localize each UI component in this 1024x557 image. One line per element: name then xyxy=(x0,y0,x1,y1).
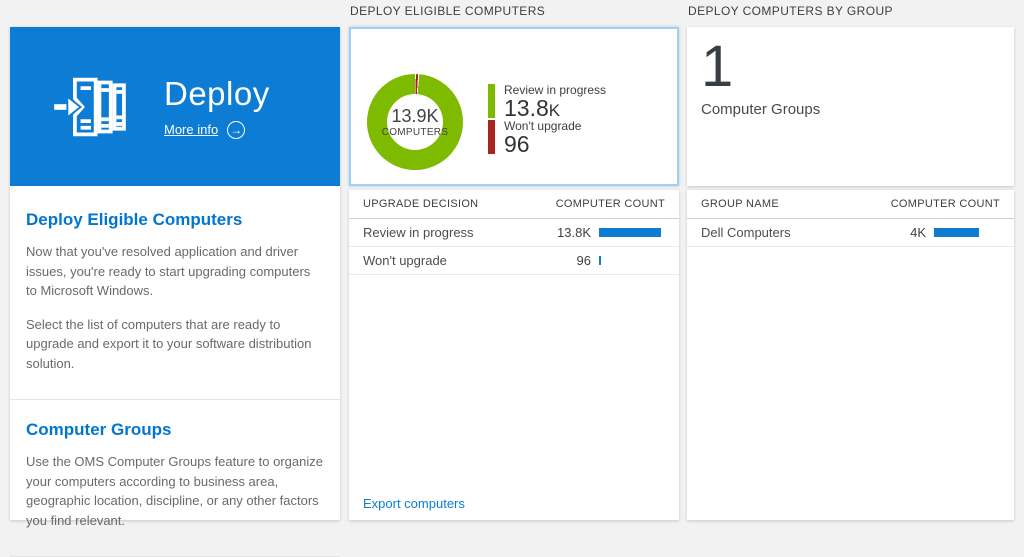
legend-label: Review in progress xyxy=(504,83,607,97)
donut-center: 13.9K COMPUTERS xyxy=(382,94,448,150)
bar-area xyxy=(599,228,665,237)
deploy-tile-text: Deploy More info → xyxy=(164,75,270,139)
middle-column: 13.9K COMPUTERS Review in progress 13.8K… xyxy=(349,27,679,520)
donut-center-value: 13.9K xyxy=(391,106,439,126)
more-info-arrow-icon[interactable]: → xyxy=(227,120,246,139)
panel-title-deploy-eligible-computers: DEPLOY ELIGIBLE COMPUTERS xyxy=(350,4,546,18)
table-header-row: UPGRADE DECISION COMPUTER COUNT xyxy=(349,190,679,219)
computer-groups-summary-card[interactable]: 1 Computer Groups xyxy=(687,27,1014,186)
deploy-books-arrow-icon xyxy=(54,77,126,136)
more-info-link[interactable]: More info xyxy=(164,122,219,137)
count-bar xyxy=(934,228,979,237)
left-column: Deploy More info → Deploy Eligible Compu… xyxy=(10,27,340,557)
group-table-card: GROUP NAME COMPUTER COUNT Dell Computers… xyxy=(687,190,1014,520)
table-row[interactable]: Won't upgrade 96 xyxy=(349,247,679,275)
row-label: Won't upgrade xyxy=(363,253,447,268)
divider xyxy=(10,399,340,400)
legend-item-wont-upgrade: Won't upgrade 96 xyxy=(488,119,606,156)
more-info-row: More info → xyxy=(164,120,270,139)
row-value: 4K xyxy=(910,225,926,240)
row-value: 96 xyxy=(576,253,591,268)
section-paragraph: Select the list of computers that are re… xyxy=(26,316,312,371)
panel-title-deploy-computers-by-group: DEPLOY COMPUTERS BY GROUP xyxy=(688,4,893,18)
donut-center-label: COMPUTERS xyxy=(381,127,449,138)
section-heading-computer-groups: Computer Groups xyxy=(26,420,172,439)
table-row[interactable]: Dell Computers 4K xyxy=(687,219,1014,247)
legend-item-review-in-progress: Review in progress 13.8K xyxy=(488,83,607,120)
count-bar xyxy=(599,228,661,237)
deploy-description-card: Deploy Eligible Computers Now that you'v… xyxy=(10,186,340,557)
donut-legend: Review in progress 13.8K Won't upgrade 9… xyxy=(488,83,607,156)
legend-swatch-red xyxy=(488,120,495,154)
deploy-tile-title: Deploy xyxy=(164,74,270,112)
eligible-computers-chart-card[interactable]: 13.9K COMPUTERS Review in progress 13.8K… xyxy=(349,27,679,186)
right-column: 1 Computer Groups GROUP NAME COMPUTER CO… xyxy=(687,27,1014,520)
table-row[interactable]: Review in progress 13.8K xyxy=(349,219,679,247)
export-computers-link[interactable]: Export computers xyxy=(363,496,465,511)
row-value: 13.8K xyxy=(557,225,591,240)
bar-area xyxy=(934,228,1000,237)
column-header-computer-count: COMPUTER COUNT xyxy=(890,198,1000,210)
computers-donut-chart: 13.9K COMPUTERS xyxy=(367,74,463,170)
column-header-upgrade-decision: UPGRADE DECISION xyxy=(363,198,479,210)
column-header-computer-count: COMPUTER COUNT xyxy=(555,198,665,210)
upgrade-decision-table-card: UPGRADE DECISION COMPUTER COUNT Review i… xyxy=(349,190,679,520)
section-computer-groups: Computer Groups Use the OMS Computer Gro… xyxy=(10,402,340,554)
legend-value: 96 xyxy=(504,131,530,157)
section-paragraph: Now that you've resolved application and… xyxy=(26,244,311,298)
section-heading-deploy-eligible: Deploy Eligible Computers xyxy=(26,210,243,229)
column-header-group-name: GROUP NAME xyxy=(701,198,779,210)
legend-value: 13.8K xyxy=(504,95,561,121)
row-label: Dell Computers xyxy=(701,225,791,240)
group-count-value: 1 xyxy=(701,34,734,99)
legend-swatch-green xyxy=(488,84,495,118)
section-deploy-eligible-computers: Deploy Eligible Computers Now that you'v… xyxy=(10,192,340,397)
bar-area xyxy=(599,256,665,265)
deploy-tile[interactable]: Deploy More info → xyxy=(10,27,340,186)
row-label: Review in progress xyxy=(363,225,474,240)
legend-label: Won't upgrade xyxy=(504,119,582,133)
count-bar xyxy=(599,256,601,265)
section-paragraph: Use the OMS Computer Groups feature to o… xyxy=(26,454,323,528)
group-count-label: Computer Groups xyxy=(701,101,821,118)
table-header-row: GROUP NAME COMPUTER COUNT xyxy=(687,190,1014,219)
